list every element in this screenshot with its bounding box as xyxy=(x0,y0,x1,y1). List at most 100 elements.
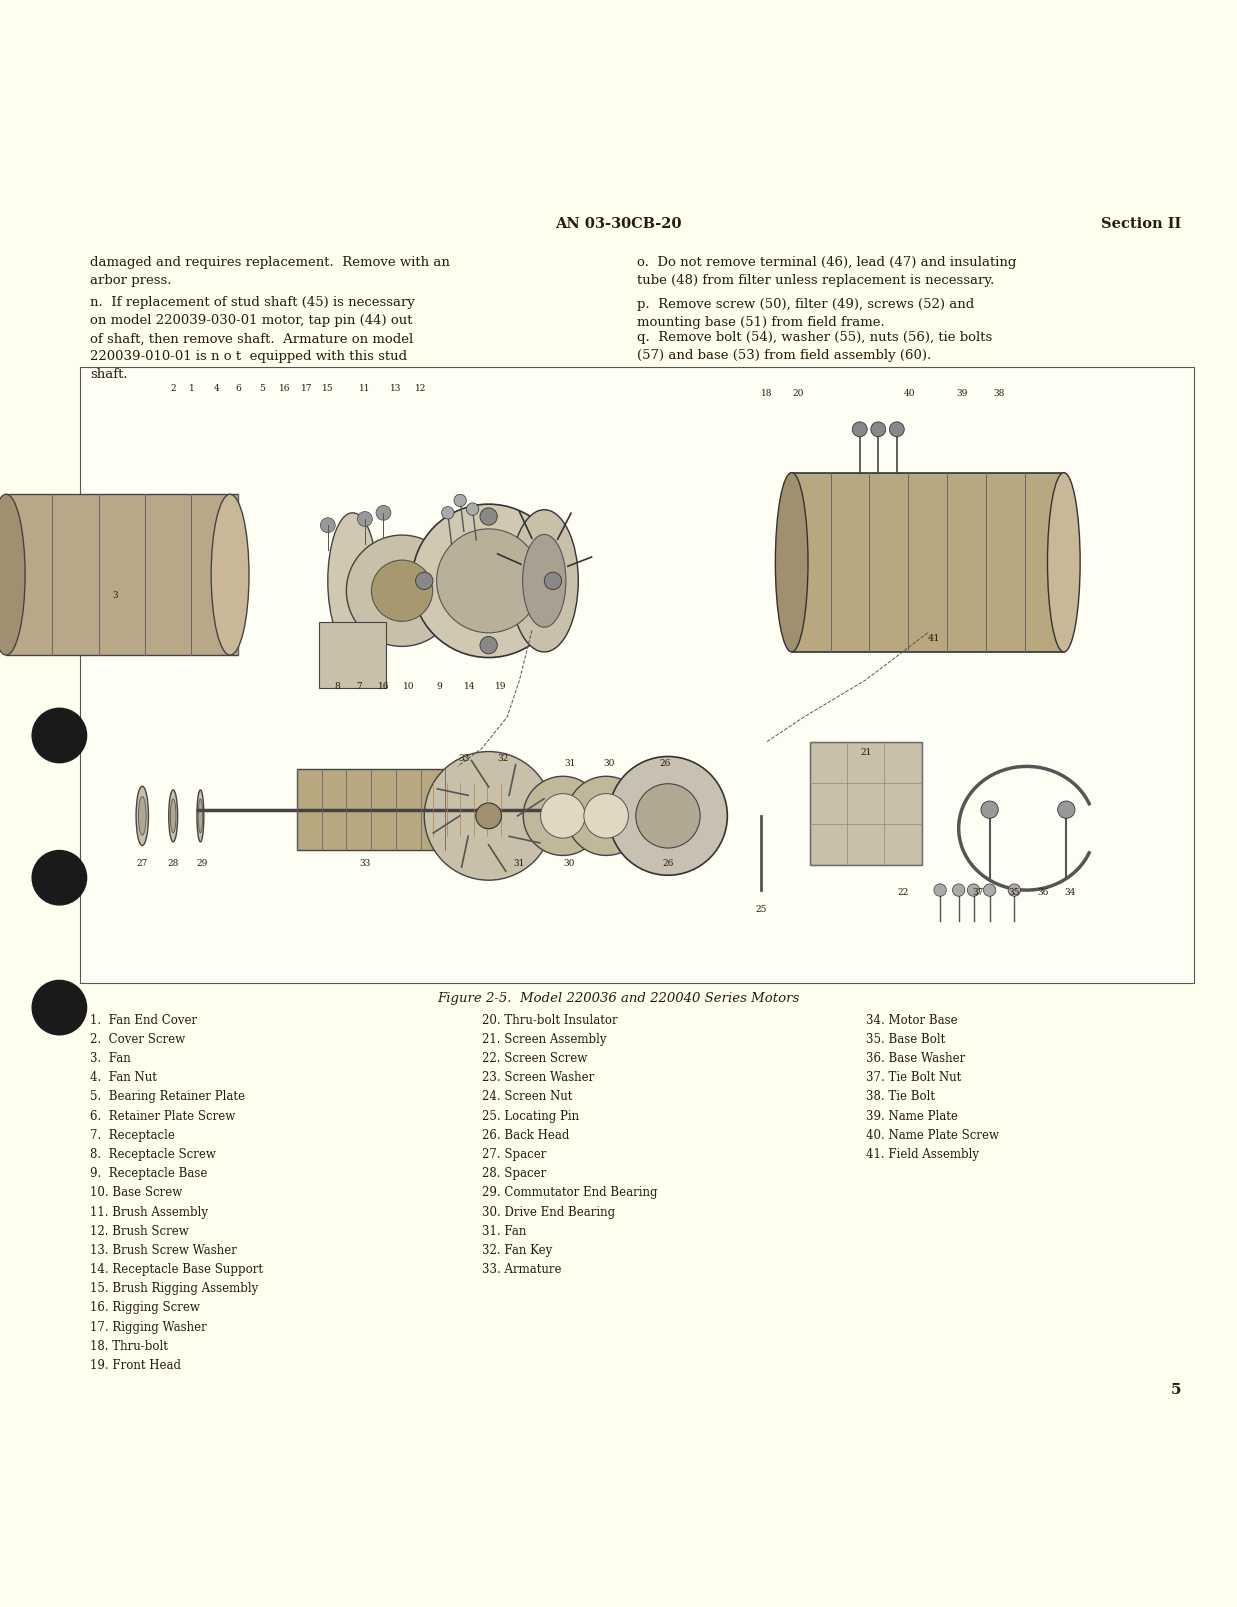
Text: 5.  Bearing Retainer Plate: 5. Bearing Retainer Plate xyxy=(90,1091,245,1104)
Ellipse shape xyxy=(776,472,808,652)
Text: 22. Screen Screw: 22. Screen Screw xyxy=(482,1053,588,1065)
Text: 37: 37 xyxy=(972,887,985,897)
Text: o.  Do not remove terminal (46), lead (47) and insulating
tube (48) from filter : o. Do not remove terminal (46), lead (47… xyxy=(637,256,1017,286)
Text: 17: 17 xyxy=(301,384,313,392)
Circle shape xyxy=(376,505,391,521)
Text: p.  Remove screw (50), filter (49), screws (52) and
mounting base (51) from fiel: p. Remove screw (50), filter (49), screw… xyxy=(637,297,975,328)
Text: 39: 39 xyxy=(956,389,969,399)
Text: 13: 13 xyxy=(390,384,402,392)
Text: 39. Name Plate: 39. Name Plate xyxy=(866,1110,957,1123)
Text: 24. Screen Nut: 24. Screen Nut xyxy=(482,1091,573,1104)
Text: 21: 21 xyxy=(860,747,872,757)
Text: 37. Tie Bolt Nut: 37. Tie Bolt Nut xyxy=(866,1072,961,1085)
Text: 14: 14 xyxy=(464,683,476,691)
Text: 8.  Receptacle Screw: 8. Receptacle Screw xyxy=(90,1147,216,1160)
Text: 19. Front Head: 19. Front Head xyxy=(90,1360,182,1372)
Text: q.  Remove bolt (54), washer (55), nuts (56), tie bolts
(57) and base (53) from : q. Remove bolt (54), washer (55), nuts (… xyxy=(637,331,992,362)
Text: 3: 3 xyxy=(113,591,118,599)
Circle shape xyxy=(466,503,479,516)
Text: 29: 29 xyxy=(195,860,208,868)
Circle shape xyxy=(346,535,458,646)
Circle shape xyxy=(981,800,998,818)
Circle shape xyxy=(967,884,980,897)
Text: 12. Brush Screw: 12. Brush Screw xyxy=(90,1225,189,1237)
Text: 16: 16 xyxy=(377,683,390,691)
Text: AN 03-30CB-20: AN 03-30CB-20 xyxy=(555,217,682,231)
Ellipse shape xyxy=(328,513,377,649)
Text: 27. Spacer: 27. Spacer xyxy=(482,1147,547,1160)
Ellipse shape xyxy=(212,495,249,656)
Text: 20: 20 xyxy=(792,389,804,399)
Text: 9.  Receptacle Base: 9. Receptacle Base xyxy=(90,1167,208,1180)
Text: 25: 25 xyxy=(755,905,767,914)
Text: 33. Armature: 33. Armature xyxy=(482,1263,562,1276)
Circle shape xyxy=(437,529,541,633)
Text: 31: 31 xyxy=(513,860,526,868)
Circle shape xyxy=(541,794,585,839)
Text: 30: 30 xyxy=(563,860,575,868)
Text: 26. Back Head: 26. Back Head xyxy=(482,1128,570,1143)
Text: 33: 33 xyxy=(458,754,470,763)
Circle shape xyxy=(584,794,628,839)
FancyBboxPatch shape xyxy=(297,770,445,850)
Circle shape xyxy=(357,511,372,527)
Circle shape xyxy=(983,884,996,897)
Circle shape xyxy=(934,884,946,897)
Text: 29. Commutator End Bearing: 29. Commutator End Bearing xyxy=(482,1186,658,1199)
Text: 4.  Fan Nut: 4. Fan Nut xyxy=(90,1072,157,1085)
Text: 12: 12 xyxy=(414,384,427,392)
Text: 32: 32 xyxy=(497,754,510,763)
Text: 21. Screen Assembly: 21. Screen Assembly xyxy=(482,1033,607,1046)
Text: 5: 5 xyxy=(1171,1384,1181,1396)
Text: 26: 26 xyxy=(659,759,672,768)
Text: 16. Rigging Screw: 16. Rigging Screw xyxy=(90,1302,200,1315)
Ellipse shape xyxy=(522,535,565,627)
Text: 6.  Retainer Plate Screw: 6. Retainer Plate Screw xyxy=(90,1110,235,1123)
Text: 28. Spacer: 28. Spacer xyxy=(482,1167,547,1180)
Circle shape xyxy=(32,980,87,1035)
Circle shape xyxy=(567,776,646,855)
Text: 31. Fan: 31. Fan xyxy=(482,1225,527,1237)
Circle shape xyxy=(320,517,335,532)
Text: 25. Locating Pin: 25. Locating Pin xyxy=(482,1110,580,1123)
Circle shape xyxy=(952,884,965,897)
Text: damaged and requires replacement.  Remove with an
arbor press.: damaged and requires replacement. Remove… xyxy=(90,256,450,286)
Ellipse shape xyxy=(139,797,146,836)
Circle shape xyxy=(523,776,602,855)
Text: 8: 8 xyxy=(335,683,340,691)
Ellipse shape xyxy=(197,791,204,842)
Text: 22: 22 xyxy=(897,887,909,897)
Circle shape xyxy=(889,423,904,437)
Text: 10: 10 xyxy=(402,683,414,691)
Text: 20. Thru-bolt Insulator: 20. Thru-bolt Insulator xyxy=(482,1014,618,1027)
Text: 36. Base Washer: 36. Base Washer xyxy=(866,1053,965,1065)
Text: 19: 19 xyxy=(495,683,507,691)
Circle shape xyxy=(412,505,565,657)
Circle shape xyxy=(416,572,433,590)
Text: 3.  Fan: 3. Fan xyxy=(90,1053,131,1065)
Circle shape xyxy=(1058,800,1075,818)
Text: 41: 41 xyxy=(928,635,940,643)
Circle shape xyxy=(852,423,867,437)
Text: 15. Brush Rigging Assembly: 15. Brush Rigging Assembly xyxy=(90,1282,259,1295)
Text: 10. Base Screw: 10. Base Screw xyxy=(90,1186,183,1199)
Circle shape xyxy=(32,850,87,905)
Text: 28: 28 xyxy=(167,860,179,868)
Ellipse shape xyxy=(136,786,148,845)
Text: 9: 9 xyxy=(437,683,442,691)
Text: 36: 36 xyxy=(1037,887,1049,897)
Text: 1.  Fan End Cover: 1. Fan End Cover xyxy=(90,1014,198,1027)
Circle shape xyxy=(32,709,87,763)
Circle shape xyxy=(454,495,466,506)
Circle shape xyxy=(1008,884,1021,897)
Text: 26: 26 xyxy=(662,860,674,868)
Circle shape xyxy=(371,561,433,622)
Text: 23. Screen Washer: 23. Screen Washer xyxy=(482,1072,595,1085)
Circle shape xyxy=(609,757,727,876)
Circle shape xyxy=(424,752,553,881)
Circle shape xyxy=(544,572,562,590)
Text: 16: 16 xyxy=(278,384,291,392)
Text: 7.  Receptacle: 7. Receptacle xyxy=(90,1128,176,1143)
Ellipse shape xyxy=(171,799,176,832)
Text: 7: 7 xyxy=(356,683,361,691)
